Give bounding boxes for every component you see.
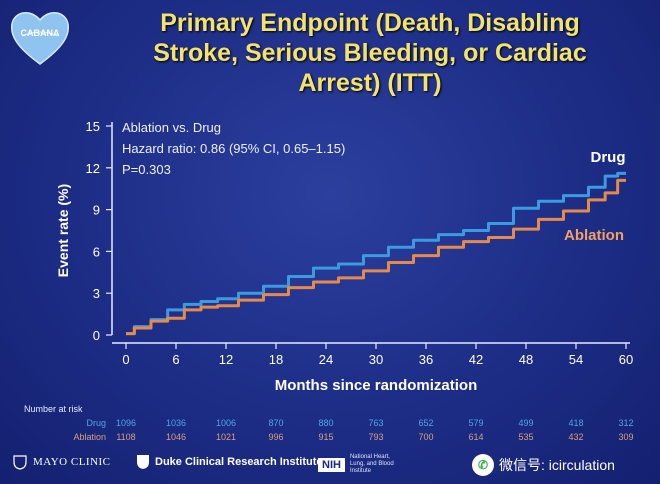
hazard-annotation-line: P=0.303 <box>122 162 171 177</box>
x-tick-label: 54 <box>569 352 583 367</box>
y-tick-label: 12 <box>86 161 100 176</box>
risk-row-drug: Drug 1096 1036 1006 870 880 763 652 579 499 418 31… <box>0 418 660 430</box>
duke-text: Duke Clinical Research Institute <box>155 456 323 468</box>
risk-value: 1021 <box>215 432 237 442</box>
duke-shield-icon <box>137 455 149 469</box>
hazard-annotation-line: Ablation vs. Drug <box>122 120 221 135</box>
y-axis-label: Event rate (%) <box>55 184 71 277</box>
cabana-logo: CABANA <box>8 6 72 68</box>
risk-value: 915 <box>318 432 334 442</box>
risk-row-label: Drug <box>86 418 106 428</box>
risk-value: 309 <box>618 432 634 442</box>
series-line-ablation <box>126 178 626 336</box>
x-tick-label: 42 <box>469 352 483 367</box>
risk-row-label: Ablation <box>73 432 106 442</box>
y-tick-label: 9 <box>93 203 100 218</box>
risk-value: 870 <box>268 418 284 428</box>
nih-logo: NIH National Heart, Lung, and Blood Inst… <box>318 454 406 475</box>
risk-value: 499 <box>518 418 534 428</box>
x-axis-label: Months since randomization <box>275 377 478 394</box>
wechat-icon: ✆ <box>472 454 494 476</box>
risk-value: 614 <box>468 432 484 442</box>
x-tick-label: 30 <box>369 352 383 367</box>
mayo-text: MAYO CLINIC <box>33 456 111 468</box>
title-line-1: Primary Endpoint (Death, Disabling <box>160 9 580 37</box>
y-tick-label: 15 <box>86 119 100 134</box>
risk-value: 700 <box>418 432 434 442</box>
risk-value: 793 <box>368 432 384 442</box>
page-title: Primary Endpoint (Death, Disabling Strok… <box>100 8 640 98</box>
series-label-drug: Drug <box>591 149 626 166</box>
title-line-2: Stroke, Serious Bleeding, or Cardiac <box>153 39 587 67</box>
logo-text: CABANA <box>21 28 60 38</box>
risk-value: 432 <box>568 432 584 442</box>
risk-value: 652 <box>418 418 434 428</box>
series-line-drug <box>126 171 626 336</box>
x-tick-label: 24 <box>319 352 333 367</box>
nih-badge: NIH <box>318 457 345 472</box>
x-tick-label: 60 <box>619 352 633 367</box>
risk-value: 1108 <box>116 432 136 442</box>
risk-value: 880 <box>318 418 334 428</box>
mayo-clinic-logo: MAYO CLINIC <box>12 454 111 470</box>
number-at-risk-table: Number at risk Drug 1096 1036 1006 870 880 76… <box>0 400 660 450</box>
risk-value: 996 <box>268 432 284 442</box>
risk-value: 579 <box>468 418 484 428</box>
shield-icon <box>13 455 27 470</box>
risk-value: 312 <box>618 418 634 428</box>
risk-value: 763 <box>368 418 384 428</box>
risk-value: 535 <box>518 432 534 442</box>
risk-row-ablation: Ablation 1108 1046 1021 996 915 793 700 614 535 4… <box>0 432 660 444</box>
nih-subtext: National Heart, Lung, and Blood Institut… <box>349 454 394 474</box>
heart-icon: CABANA <box>10 12 70 65</box>
y-tick-label: 6 <box>93 244 100 259</box>
y-tick-label: 0 <box>93 328 100 343</box>
risk-value: 1096 <box>115 418 137 428</box>
series-label-ablation: Ablation <box>564 227 624 244</box>
x-tick-label: 48 <box>519 352 533 367</box>
risk-value: 1046 <box>165 432 187 442</box>
x-tick-label: 0 <box>122 352 129 367</box>
title-line-3: Arrest) (ITT) <box>298 69 442 97</box>
footer: MAYO CLINIC Duke Clinical Research Insti… <box>0 448 660 484</box>
risk-table-title: Number at risk <box>24 404 83 414</box>
x-tick-label: 18 <box>269 352 283 367</box>
wechat-text: 微信号: icirculation <box>499 457 615 473</box>
risk-value: 418 <box>568 418 584 428</box>
x-tick-label: 12 <box>219 352 233 367</box>
duke-logo: Duke Clinical Research Institute <box>136 454 323 470</box>
y-tick-label: 3 <box>93 286 100 301</box>
hazard-annotation-line: Hazard ratio: 0.86 (95% CI, 0.65–1.15) <box>122 141 345 156</box>
risk-value: 1036 <box>165 418 187 428</box>
risk-value: 1006 <box>215 418 237 428</box>
x-tick-label: 6 <box>172 352 179 367</box>
wechat-watermark: ✆ 微信号: icirculation <box>472 454 615 476</box>
x-tick-label: 36 <box>419 352 433 367</box>
